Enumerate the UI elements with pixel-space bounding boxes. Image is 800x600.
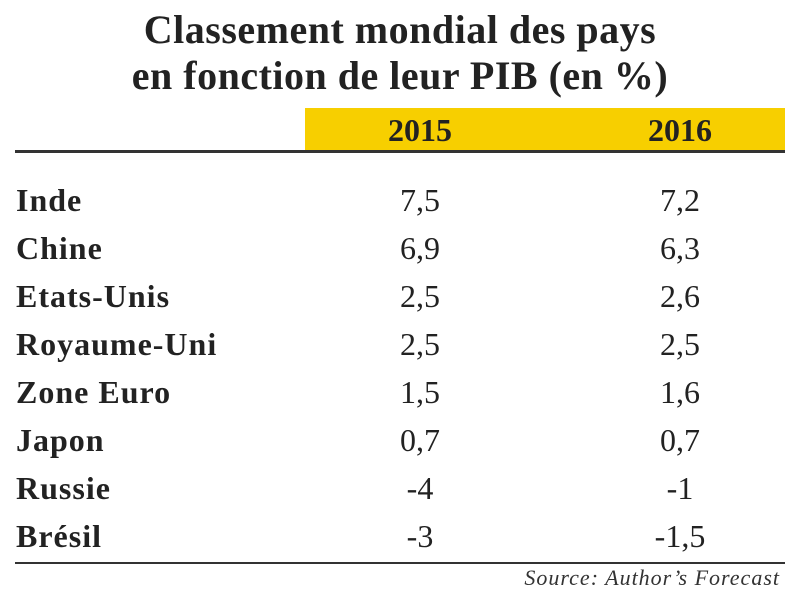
source-note: Source: Author’s Forecast [524, 565, 780, 590]
growth-value: -1 [666, 470, 694, 506]
growth-value: -1,5 [654, 518, 706, 554]
growth-value: -3 [406, 518, 434, 554]
country-name: Chine [16, 230, 103, 266]
growth-value: 1,5 [400, 374, 440, 410]
growth-value: 7,2 [660, 182, 700, 218]
country-name: Brésil [16, 518, 102, 554]
growth-value: 2,5 [400, 326, 440, 362]
title-line: en fonction de leur PIB (en %) [131, 53, 669, 98]
footer-rule [15, 562, 785, 564]
country-name: Zone Euro [16, 374, 172, 410]
header-rule [15, 150, 785, 153]
growth-value: 2,6 [660, 278, 700, 314]
column-header: 2016 [648, 112, 712, 148]
growth-value: 1,6 [660, 374, 700, 410]
growth-value: 7,5 [400, 182, 440, 218]
growth-value: -4 [406, 470, 434, 506]
country-name: Japon [16, 422, 105, 458]
growth-value: 2,5 [660, 326, 700, 362]
country-name: Royaume-Uni [16, 326, 218, 362]
growth-value: 6,3 [660, 230, 700, 266]
growth-value: 6,9 [400, 230, 440, 266]
header-band [305, 108, 785, 150]
column-header: 2015 [388, 112, 452, 148]
growth-value: 2,5 [400, 278, 440, 314]
country-name: Etats-Unis [16, 278, 171, 314]
country-name: Russie [16, 470, 111, 506]
country-name: Inde [16, 182, 83, 218]
title-line: Classement mondial des pays [143, 7, 657, 52]
growth-value: 0,7 [660, 422, 700, 458]
growth-value: 0,7 [400, 422, 440, 458]
